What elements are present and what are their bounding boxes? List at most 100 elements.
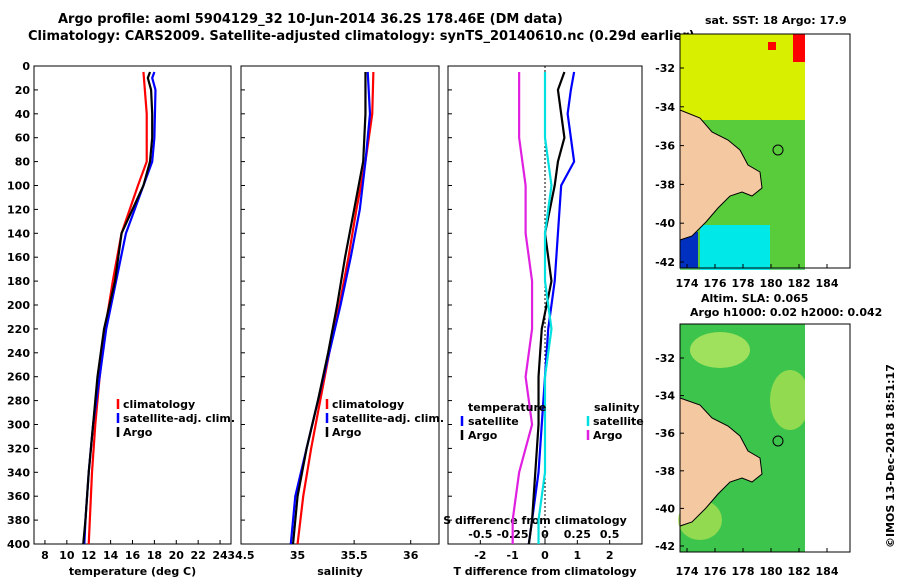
temperature-y-tick-label: 180 bbox=[7, 275, 30, 288]
sst-lat-tick-label: -32 bbox=[655, 62, 675, 75]
temperature-x-tick-label: 24 bbox=[212, 549, 228, 562]
temperature-y-tick-label: 40 bbox=[15, 108, 31, 121]
difference-x-tick-label: -2 bbox=[474, 549, 486, 562]
temperature-y-tick-label: 240 bbox=[7, 347, 30, 360]
salinity-x-label: salinity bbox=[317, 565, 363, 578]
salinity-diff-label: S difference from climatology bbox=[443, 514, 627, 527]
temperature-y-tick-label: 220 bbox=[7, 323, 30, 336]
sla-lat-tick-label: -42 bbox=[655, 540, 675, 553]
difference-x-label: T difference from climatology bbox=[453, 565, 636, 578]
temperature-y-tick-label: 0 bbox=[22, 60, 30, 73]
sla-lon-tick-label: 184 bbox=[816, 565, 839, 578]
sla-lat-tick-label: -40 bbox=[655, 502, 675, 515]
difference-line-temperature-satellite bbox=[527, 71, 576, 545]
sla-lat-tick-label: -32 bbox=[655, 352, 675, 365]
temperature-x-tick-label: 16 bbox=[125, 549, 141, 562]
difference-x-tick-label: 0 bbox=[541, 549, 549, 562]
difference-line-salinity-argo bbox=[511, 71, 534, 544]
panel-salinity: 34.5 35 35.5 36 salinity climatologysatellite… bbox=[227, 65, 444, 578]
salinity-legend-title: salinity bbox=[594, 401, 640, 414]
temperature-y-tick-label: 340 bbox=[7, 466, 30, 479]
figure-title-line2: Climatology: CARS2009. Satellite-adjuste… bbox=[28, 29, 695, 44]
sla-map-subtitle: Argo h1000: 0.02 h2000: 0.042 bbox=[690, 306, 883, 319]
temperature-y-tick-label: 260 bbox=[7, 371, 30, 384]
sla-high-1 bbox=[690, 332, 750, 368]
temperature-y-tick-label: 60 bbox=[15, 132, 31, 145]
temperature-y-tick-label: 360 bbox=[7, 490, 30, 503]
salinity-diff-tick-label: 0.25 bbox=[564, 528, 591, 541]
sla-lon-tick-label: 178 bbox=[732, 565, 755, 578]
sla-map bbox=[678, 323, 851, 553]
temperature-y-tick-label: 140 bbox=[7, 227, 30, 240]
sla-high-2 bbox=[770, 370, 810, 430]
sst-map bbox=[679, 33, 851, 270]
sla-map-title: Altim. SLA: 0.065 bbox=[701, 292, 809, 305]
sst-lon-tick-label: 174 bbox=[676, 277, 699, 290]
sla-no-data bbox=[805, 324, 850, 552]
salinity-line-argo bbox=[291, 71, 367, 545]
sst-argo-location bbox=[772, 144, 784, 156]
temperature-line-climatology bbox=[87, 71, 148, 545]
sst-lon-tick-label: 184 bbox=[816, 277, 839, 290]
temperature-y-tick-label: 200 bbox=[7, 299, 30, 312]
sst-lon-tick-label: 176 bbox=[704, 277, 727, 290]
temperature-legend-label: satellite bbox=[468, 415, 519, 428]
temperature-line-argo bbox=[82, 71, 154, 545]
temperature-frame bbox=[33, 65, 232, 545]
figure-title-line1: Argo profile: aoml 5904129_32 10-Jun-201… bbox=[58, 12, 563, 27]
sst-lon-tick-label: 178 bbox=[732, 277, 755, 290]
temperature-x-tick-label: 12 bbox=[81, 549, 96, 562]
sst-lat-tick-label: -36 bbox=[655, 140, 675, 153]
temperature-legend-label: satellite-adj. clim. bbox=[123, 412, 235, 425]
temperature-x-tick-label: 20 bbox=[169, 549, 185, 562]
sst-new-zealand-land bbox=[679, 109, 763, 241]
temperature-y-tick-label: 320 bbox=[7, 442, 30, 455]
sla-new-zealand-land bbox=[679, 397, 763, 527]
sst-lat-tick-label: -38 bbox=[655, 178, 675, 191]
temperature-y-tick-label: 20 bbox=[15, 84, 31, 97]
sst-no-data bbox=[805, 34, 850, 268]
sla-lon-tick-label: 176 bbox=[704, 565, 727, 578]
panel-temperature: 0 20 40 60 80 100 120 140 160 180 200 220 240 260 280 3… bbox=[7, 60, 235, 578]
sst-lon-tick-label: 182 bbox=[788, 277, 811, 290]
salinity-x-tick-label: 35 bbox=[290, 549, 305, 562]
temperature-line-satellite-adj-clim- bbox=[83, 71, 157, 545]
sla-lon-tick-label: 182 bbox=[788, 565, 811, 578]
panel-difference: -2 -1 0 1 2 T difference from climatology -0.5… bbox=[443, 65, 644, 578]
temperature-y-tick-label: 100 bbox=[7, 180, 30, 193]
temperature-x-tick-label: 14 bbox=[103, 549, 119, 562]
temperature-x-tick-label: 18 bbox=[147, 549, 162, 562]
salinity-x-tick-label: 35.5 bbox=[341, 549, 368, 562]
sst-warm-patch bbox=[793, 34, 805, 62]
temperature-legend-title: temperature bbox=[468, 401, 546, 414]
temperature-legend-label: Argo bbox=[123, 426, 153, 439]
salinity-legend-label: Argo bbox=[332, 426, 362, 439]
temperature-y-tick-label: 400 bbox=[7, 538, 30, 551]
difference-x-tick-label: 1 bbox=[574, 549, 582, 562]
temperature-y-tick-label: 160 bbox=[7, 251, 30, 264]
salinity-legend-label: climatology bbox=[332, 398, 404, 411]
sla-lat-tick-label: -34 bbox=[655, 390, 675, 403]
sst-coldest-patch bbox=[680, 232, 698, 268]
sla-argo-location bbox=[772, 435, 784, 447]
temperature-x-tick-label: 8 bbox=[41, 549, 49, 562]
temperature-x-tick-label: 22 bbox=[191, 549, 206, 562]
temperature-y-tick-label: 300 bbox=[7, 419, 30, 432]
temperature-legend-label: climatology bbox=[123, 398, 195, 411]
sla-lon-tick-label: 174 bbox=[676, 565, 699, 578]
temperature-y-tick-label: 280 bbox=[7, 395, 30, 408]
salinity-legend-label: satellite bbox=[593, 415, 644, 428]
difference-line-salinity-satellite bbox=[537, 71, 553, 544]
profile-panels: 0204060801001201401601802002202402602803… bbox=[7, 60, 644, 578]
sst-lat-tick-label: -34 bbox=[655, 101, 675, 114]
sst-lat-tick-label: -40 bbox=[655, 217, 675, 230]
salinity-line-climatology bbox=[296, 71, 375, 545]
temperature-x-label: temperature (deg C) bbox=[69, 565, 196, 578]
sla-lat-tick-label: -38 bbox=[655, 465, 675, 478]
salinity-legend-label: satellite-adj. clim. bbox=[332, 412, 444, 425]
sla-lat-tick-label: -36 bbox=[655, 427, 675, 440]
temperature-y-tick-label: 380 bbox=[7, 514, 30, 527]
sst-map-frame bbox=[679, 33, 851, 269]
